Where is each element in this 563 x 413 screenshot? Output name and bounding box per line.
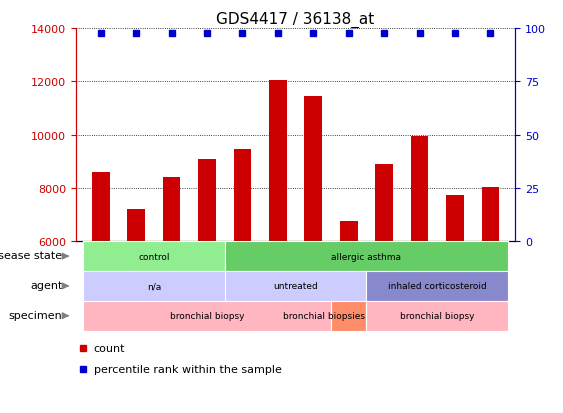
- Bar: [376, 164, 393, 242]
- Text: bronchial biopsies (pool of 6): bronchial biopsies (pool of 6): [283, 311, 414, 320]
- Bar: [163, 178, 181, 242]
- Text: control: control: [138, 252, 169, 261]
- Bar: [198, 159, 216, 242]
- Text: specimen: specimen: [8, 310, 62, 320]
- Bar: [269, 81, 287, 242]
- Text: n/a: n/a: [147, 282, 161, 291]
- Bar: [92, 173, 110, 242]
- Text: bronchial biopsy: bronchial biopsy: [170, 311, 244, 320]
- Text: allergic asthma: allergic asthma: [332, 252, 401, 261]
- Text: percentile rank within the sample: percentile rank within the sample: [93, 364, 282, 374]
- Bar: [410, 137, 428, 242]
- Bar: [446, 195, 464, 242]
- Title: GDS4417 / 36138_at: GDS4417 / 36138_at: [216, 12, 375, 28]
- Bar: [340, 222, 358, 242]
- Text: agent: agent: [30, 280, 62, 291]
- Text: disease state: disease state: [0, 251, 62, 261]
- Text: bronchial biopsy: bronchial biopsy: [400, 311, 475, 320]
- Text: untreated: untreated: [273, 282, 318, 291]
- Bar: [234, 150, 251, 242]
- Bar: [127, 210, 145, 242]
- Text: count: count: [93, 344, 125, 354]
- Text: inhaled corticosteroid: inhaled corticosteroid: [388, 282, 486, 291]
- Bar: [481, 187, 499, 242]
- Bar: [305, 97, 322, 242]
